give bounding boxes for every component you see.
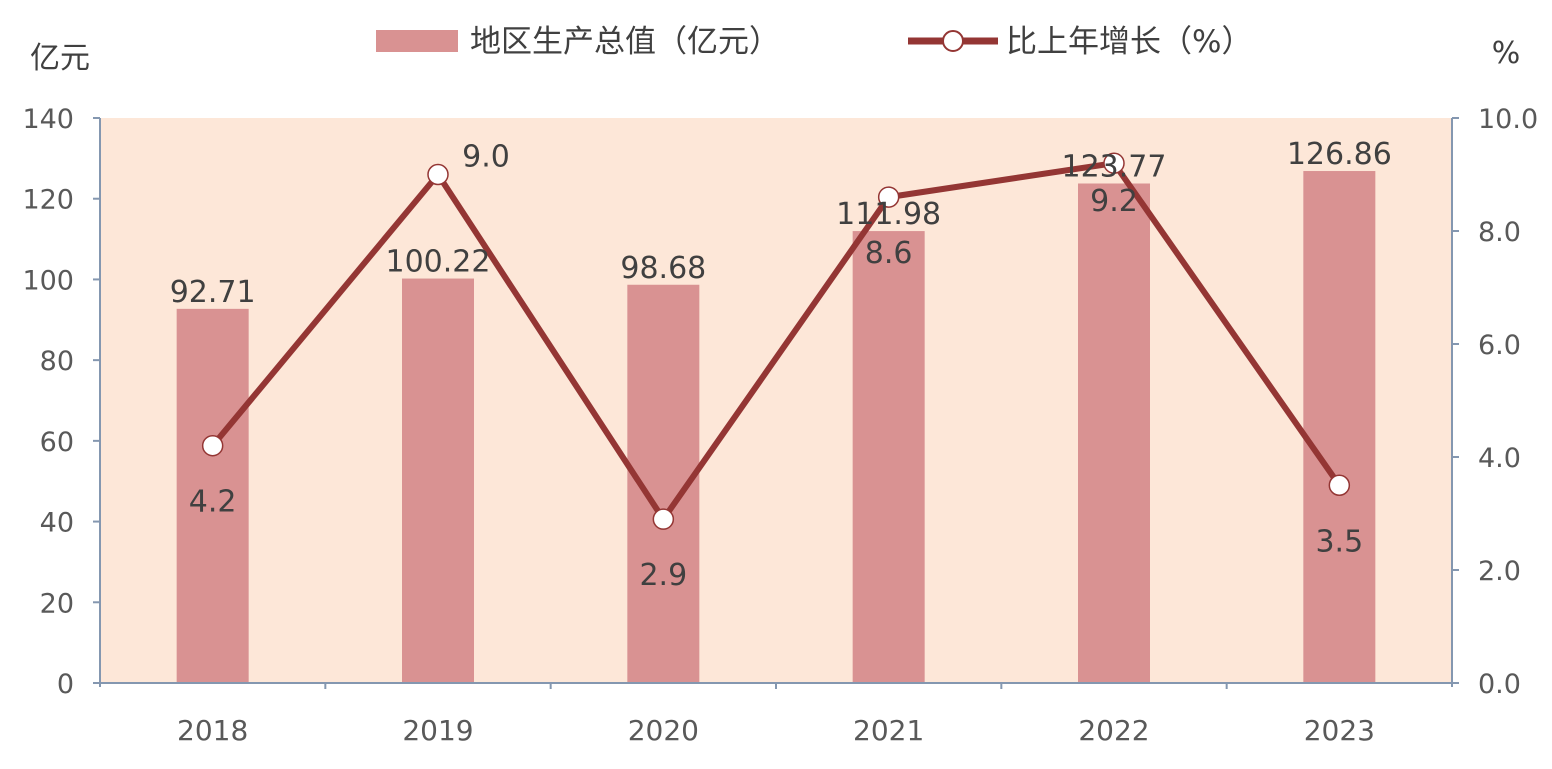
y-left-tick-label: 120 [22, 185, 74, 216]
bar-gdp-2019 [402, 278, 474, 683]
x-tick-label: 2022 [1078, 714, 1149, 747]
x-tick-label: 2018 [177, 714, 248, 747]
growth-marker-2018 [201, 434, 224, 457]
bar-data-label: 100.22 [386, 245, 491, 280]
y-right-tick-label: 6.0 [1478, 330, 1521, 361]
y-left-tick-label: 80 [40, 346, 74, 377]
left-axis-unit: 亿元 [30, 41, 90, 76]
line-data-label: 9.0 [462, 140, 510, 175]
bar-data-label: 111.98 [836, 197, 941, 232]
y-right-tick-label: 0.0 [1478, 669, 1521, 700]
growth-marker-2019 [427, 163, 449, 186]
line-data-label: 4.2 [189, 485, 237, 520]
plot-area-background [100, 118, 1452, 683]
y-right-tick-label: 2.0 [1478, 556, 1521, 587]
bar-data-label: 98.68 [620, 251, 706, 286]
y-left-tick-label: 20 [40, 588, 74, 619]
x-tick-label: 2021 [853, 714, 924, 747]
y-right-tick-label: 4.0 [1478, 443, 1521, 474]
y-left-tick-label: 40 [40, 508, 74, 539]
bar-gdp-2022 [1078, 183, 1150, 684]
x-tick-label: 2023 [1304, 714, 1375, 747]
y-left-tick-label: 140 [22, 104, 74, 135]
legend-line-marker [942, 30, 964, 52]
right-axis-unit: % [1492, 36, 1521, 71]
bar-data-label: 123.77 [1062, 149, 1167, 184]
y-left-tick-label: 60 [40, 427, 74, 458]
y-right-tick-label: 8.0 [1478, 217, 1521, 248]
legend-bar-swatch [376, 30, 458, 52]
y-right-tick-label: 10.0 [1478, 104, 1538, 135]
bar-gdp-2023 [1303, 171, 1376, 683]
bar-gdp-2018 [176, 308, 249, 683]
growth-rate-line [210, 160, 1342, 523]
growth-marker-2023 [1328, 474, 1351, 496]
line-data-label: 3.5 [1315, 524, 1363, 559]
legend-line-label: 比上年增长（%） [1006, 24, 1252, 60]
bar-gdp-2021 [852, 231, 925, 683]
x-tick-label: 2019 [402, 714, 473, 747]
line-data-label: 2.9 [639, 558, 687, 593]
legend: 地区生产总值（亿元） 比上年增长（%） [376, 24, 1252, 60]
y-left-tick-label: 0 [57, 669, 74, 700]
growth-marker-2022 [1103, 152, 1125, 174]
bar-data-label: 126.86 [1287, 137, 1392, 172]
x-tick-label: 2020 [628, 714, 699, 747]
y-left-tick-label: 100 [22, 265, 74, 296]
bar-data-label: 92.71 [170, 275, 256, 310]
growth-marker-2020 [652, 508, 675, 530]
line-data-label: 8.6 [865, 236, 913, 271]
legend-bar-label: 地区生产总值（亿元） [470, 24, 780, 60]
growth-marker-2021 [877, 186, 900, 208]
line-data-label: 9.2 [1090, 184, 1138, 219]
